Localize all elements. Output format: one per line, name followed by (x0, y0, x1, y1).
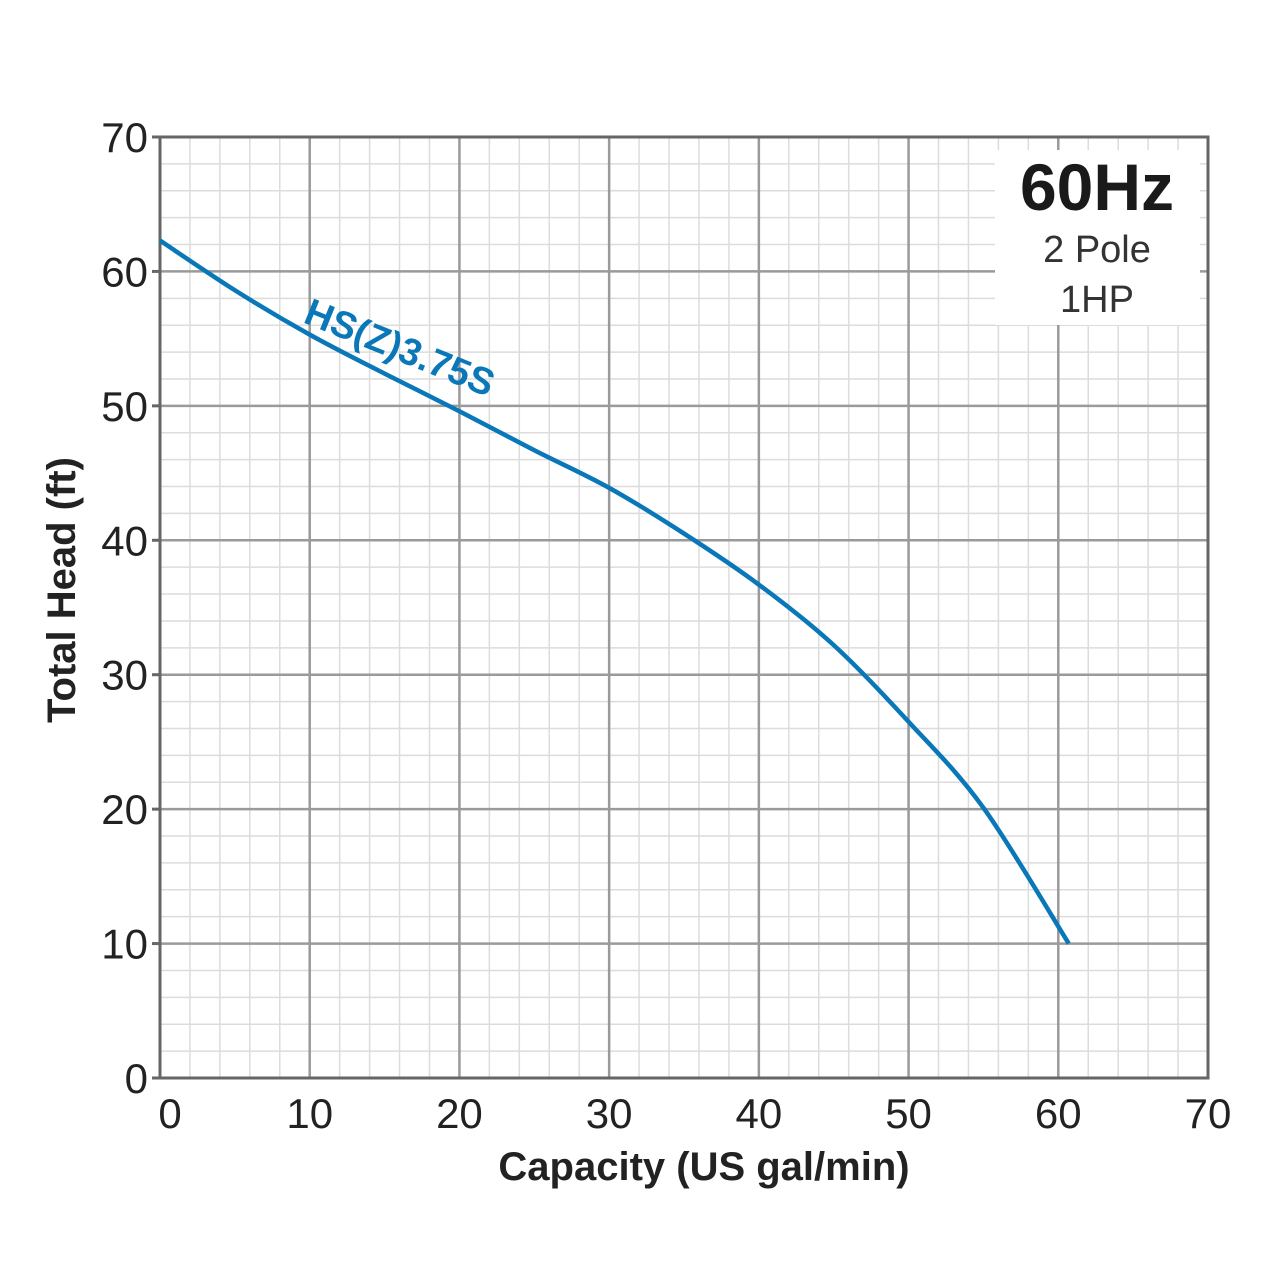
legend-power: 1HP (1060, 279, 1134, 321)
y-tick-label: 40 (101, 517, 148, 564)
y-tick-label: 10 (101, 921, 148, 968)
x-tick-label: 70 (1185, 1090, 1232, 1137)
y-tick-label: 50 (101, 383, 148, 430)
y-tick-label: 70 (101, 114, 148, 161)
x-tick-label: 60 (1035, 1090, 1082, 1137)
y-tick-label: 60 (101, 248, 148, 295)
y-tick-labels: 0 10 20 30 40 50 60 70 (101, 114, 148, 1102)
x-axis-label: Capacity (US gal/min) (498, 1145, 909, 1189)
legend-box (995, 150, 1200, 325)
y-tick-label: 30 (101, 652, 148, 699)
x-tick-label: 30 (586, 1090, 633, 1137)
x-tick-label: 20 (436, 1090, 483, 1137)
x-tick-label: 10 (286, 1090, 333, 1137)
legend-poles: 2 Pole (1043, 229, 1151, 271)
legend-title: 60Hz (1020, 150, 1174, 224)
y-tick-label: 0 (125, 1055, 148, 1102)
y-tick-label: 20 (101, 786, 148, 833)
x-tick-label: 50 (885, 1090, 932, 1137)
x-tick-labels: 0 10 20 30 40 50 60 70 (158, 1090, 1231, 1137)
x-tick-label: 40 (735, 1090, 782, 1137)
x-tick-label: 0 (158, 1090, 181, 1137)
plot-frame (158, 135, 1210, 1080)
y-axis-label: Total Head (ft) (40, 457, 84, 723)
series-line-hsz375s (158, 238, 1071, 945)
